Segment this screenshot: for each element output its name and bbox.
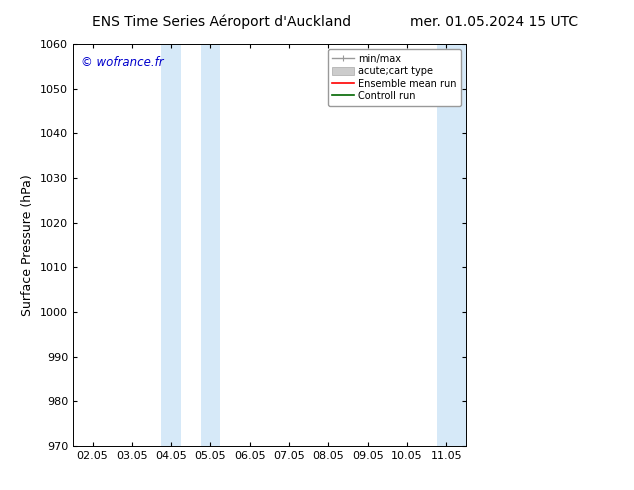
Text: mer. 01.05.2024 15 UTC: mer. 01.05.2024 15 UTC <box>410 15 579 29</box>
Legend: min/max, acute;cart type, Ensemble mean run, Controll run: min/max, acute;cart type, Ensemble mean … <box>328 49 461 106</box>
Bar <box>200 44 221 446</box>
Bar <box>436 44 456 446</box>
Bar <box>444 44 466 446</box>
Bar <box>161 44 181 446</box>
Text: © wofrance.fr: © wofrance.fr <box>81 56 164 69</box>
Text: ENS Time Series Aéroport d'Auckland: ENS Time Series Aéroport d'Auckland <box>93 15 351 29</box>
Y-axis label: Surface Pressure (hPa): Surface Pressure (hPa) <box>22 174 34 316</box>
